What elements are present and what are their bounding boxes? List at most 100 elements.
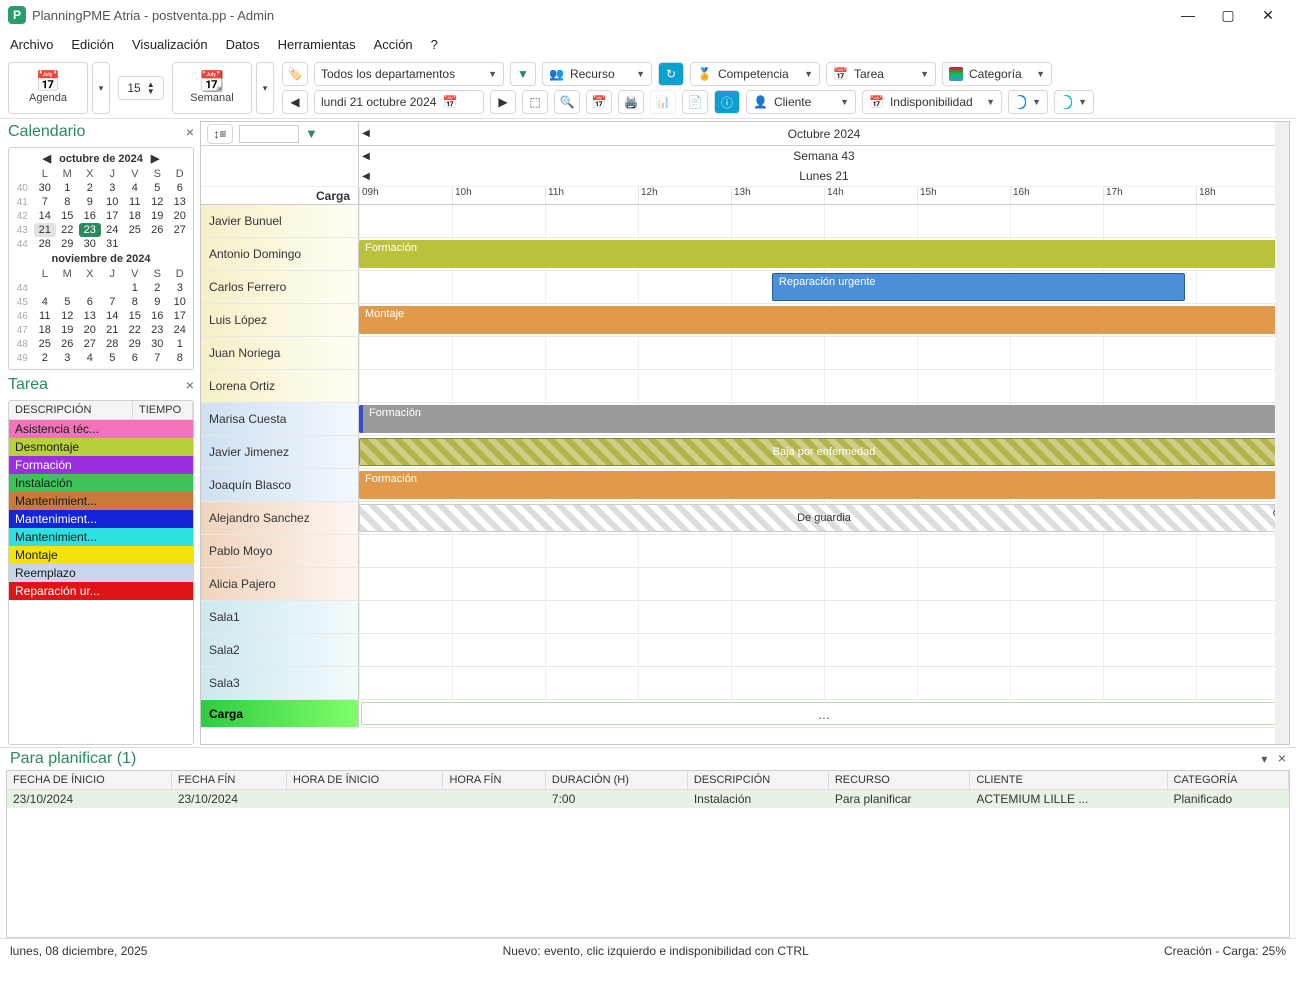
close-button[interactable]: ✕ — [1248, 1, 1288, 29]
calendar-day[interactable]: 12 — [146, 195, 169, 209]
calendar-day[interactable]: 7 — [101, 295, 124, 309]
calendar-day[interactable]: 19 — [146, 209, 169, 223]
task-item[interactable]: Desmontaje — [9, 438, 193, 456]
schedule-event[interactable]: Formación — [359, 405, 1289, 433]
planner-column[interactable]: DURACIÓN (H) — [545, 771, 687, 790]
calendar-day[interactable] — [56, 281, 79, 295]
calendar-day[interactable]: 29 — [56, 237, 79, 251]
competencia-combo[interactable]: 🏅 Competencia▼ — [690, 62, 820, 86]
semanal-dropdown[interactable]: ▾ — [256, 62, 274, 114]
calendar-panel-close[interactable]: × — [186, 124, 194, 140]
weeks-spinner[interactable]: 15 ▲▼ — [118, 76, 164, 100]
calendar-day[interactable]: 6 — [79, 295, 102, 309]
resource-lane[interactable]: Reparación urgente — [359, 271, 1289, 303]
planner-column[interactable]: HORA DE ÍNICIO — [287, 771, 443, 790]
planner-column[interactable]: CATEGORÍA — [1167, 771, 1288, 790]
resource-name[interactable]: Pablo Moyo — [201, 535, 359, 567]
calendar-day[interactable]: 13 — [169, 195, 192, 209]
calendar-day[interactable]: 27 — [169, 223, 192, 237]
calendar-day[interactable]: 26 — [146, 223, 169, 237]
sort-button[interactable]: ↕≡ — [207, 124, 233, 144]
calendar-day[interactable]: 10 — [169, 295, 192, 309]
calendar-day[interactable] — [79, 281, 102, 295]
menu-archivo[interactable]: Archivo — [10, 37, 53, 52]
hierarchy-button[interactable]: 🏷️ — [282, 62, 308, 86]
resource-name[interactable]: Sala1 — [201, 601, 359, 633]
resource-lane[interactable] — [359, 568, 1289, 600]
calendar-day[interactable]: 2 — [34, 351, 57, 365]
resource-lane[interactable]: Formación — [359, 238, 1289, 270]
resource-name[interactable]: Sala2 — [201, 634, 359, 666]
menu-visualizacion[interactable]: Visualización — [132, 37, 208, 52]
task-item[interactable]: Montaje — [9, 546, 193, 564]
calendar-day[interactable] — [124, 237, 147, 251]
calendar-day[interactable] — [169, 237, 192, 251]
planner-menu[interactable]: ▾ — [1261, 752, 1267, 766]
calendar-day[interactable] — [101, 281, 124, 295]
planner-column[interactable]: RECURSO — [828, 771, 970, 790]
planner-column[interactable]: DESCRIPCIÓN — [687, 771, 828, 790]
resource-name[interactable]: Alejandro Sanchez — [201, 502, 359, 534]
calendar-day[interactable]: 6 — [169, 181, 192, 195]
calendar-day[interactable]: 3 — [56, 351, 79, 365]
calendar-day[interactable]: 1 — [169, 337, 192, 351]
date-next-button[interactable]: ▶ — [490, 90, 516, 114]
calendar-day[interactable]: 14 — [34, 209, 57, 223]
calendar-day[interactable]: 30 — [146, 337, 169, 351]
recurso-combo[interactable]: 👥 Recurso▼ — [542, 62, 652, 86]
calendar-day[interactable]: 3 — [169, 281, 192, 295]
calendar-day[interactable]: 18 — [34, 323, 57, 337]
resource-lane[interactable]: Baja por enfermedad — [359, 436, 1289, 468]
calendar-day[interactable]: 22 — [124, 323, 147, 337]
resource-lane[interactable] — [359, 667, 1289, 699]
resource-name[interactable]: Carlos Ferrero — [201, 271, 359, 303]
calendar-day[interactable]: 4 — [34, 295, 57, 309]
planner-column[interactable]: FECHA FÍN — [171, 771, 286, 790]
schedule-event[interactable]: Reparación urgente — [772, 273, 1185, 301]
task-item[interactable]: Mantenimient... — [9, 492, 193, 510]
calendar-day[interactable]: 30 — [34, 181, 57, 195]
planner-close[interactable]: × — [1278, 750, 1286, 766]
calendar-day[interactable] — [146, 237, 169, 251]
task-item[interactable]: Mantenimient... — [9, 510, 193, 528]
calendar-day[interactable] — [34, 281, 57, 295]
resource-name[interactable]: Javier Jimenez — [201, 436, 359, 468]
refresh-button[interactable]: ↻ — [658, 62, 684, 86]
calendar-day[interactable]: 20 — [79, 323, 102, 337]
calendar-day[interactable]: 19 — [56, 323, 79, 337]
maximize-button[interactable]: ▢ — [1208, 1, 1248, 29]
resource-lane[interactable] — [359, 337, 1289, 369]
calendar-day[interactable]: 9 — [79, 195, 102, 209]
planner-row[interactable]: 23/10/202423/10/20247:00InstalaciónPara … — [7, 790, 1289, 809]
calendar-day[interactable]: 11 — [124, 195, 147, 209]
calendar-day[interactable]: 18 — [124, 209, 147, 223]
calendar-day[interactable]: 16 — [79, 209, 102, 223]
planner-column[interactable]: CLIENTE — [970, 771, 1167, 790]
calendar-day[interactable]: 20 — [169, 209, 192, 223]
month-prev[interactable]: ◀ — [359, 128, 373, 139]
calendar-day[interactable]: 26 — [56, 337, 79, 351]
calendar-day[interactable]: 3 — [101, 181, 124, 195]
calendar-day[interactable]: 12 — [56, 309, 79, 323]
select-tool[interactable]: ⬚ — [522, 90, 548, 114]
toggle-2[interactable]: ▼ — [1054, 90, 1094, 114]
task-item[interactable]: Instalación — [9, 474, 193, 492]
calendar-day[interactable]: 28 — [101, 337, 124, 351]
vertical-scrollbar[interactable] — [1275, 122, 1289, 744]
calendar-day[interactable]: 6 — [124, 351, 147, 365]
calendar-day[interactable]: 8 — [124, 295, 147, 309]
task-item[interactable]: Reparación ur... — [9, 582, 193, 600]
date-picker[interactable]: lundi 21 octubre 2024 📅 — [314, 90, 484, 114]
resource-name[interactable]: Javier Bunuel — [201, 205, 359, 237]
calendar-day[interactable]: 21 — [34, 223, 57, 237]
week-prev[interactable]: ◀ — [359, 151, 373, 162]
planner-table[interactable]: FECHA DE ÍNICIOFECHA FÍNHORA DE ÍNICIOHO… — [6, 770, 1290, 938]
resource-name[interactable]: Marisa Cuesta — [201, 403, 359, 435]
calendar-day[interactable]: 2 — [79, 181, 102, 195]
filter-icon[interactable]: ▼ — [305, 126, 318, 141]
calendar-day[interactable]: 5 — [146, 181, 169, 195]
calendar-day[interactable]: 21 — [101, 323, 124, 337]
calendar-day[interactable]: 24 — [169, 323, 192, 337]
export-button[interactable]: 📄 — [682, 90, 708, 114]
departments-combo[interactable]: Todos los departamentos▼ — [314, 62, 504, 86]
